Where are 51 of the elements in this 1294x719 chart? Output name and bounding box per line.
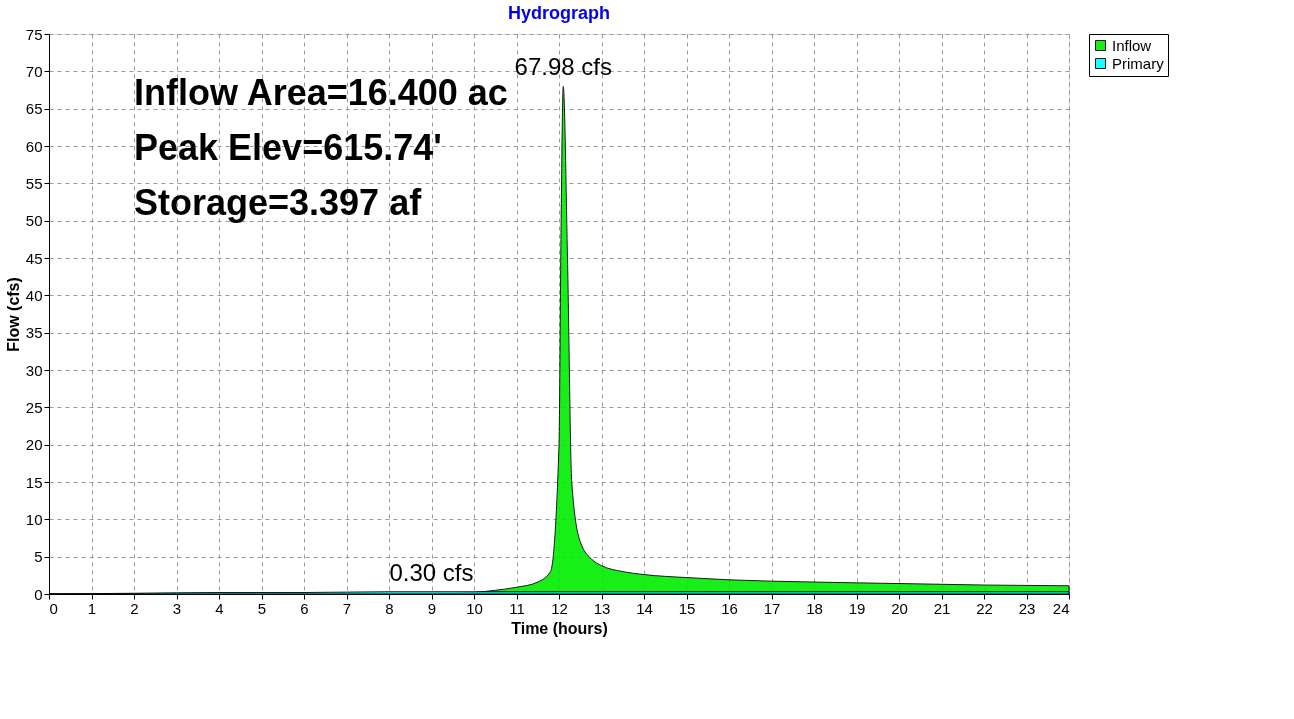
x-tick-label: 24 [1052, 599, 1070, 617]
y-tick-label: 0 [34, 585, 43, 603]
x-tick-label: 22 [976, 599, 993, 617]
y-tick-label: 75 [25, 25, 43, 43]
y-tick-label: 5 [34, 548, 43, 566]
annotation: 0.30 cfs [389, 558, 474, 586]
x-tick-label: 2 [130, 599, 139, 617]
y-tick-label: 20 [25, 436, 43, 454]
x-tick-label: 19 [848, 599, 866, 617]
y-tick-label: 50 [25, 212, 43, 230]
x-tick-label: 1 [87, 599, 97, 617]
x-tick-label: 9 [427, 599, 437, 617]
chart-title: Hydrograph [507, 3, 611, 23]
x-tick-label: 7 [342, 599, 352, 617]
x-tick-label: 12 [551, 599, 568, 617]
x-tick-label: 17 [763, 599, 781, 617]
x-tick-label: 11 [509, 599, 525, 617]
annotation: Inflow Area=16.400 ac [134, 72, 508, 113]
y-tick-label: 60 [25, 137, 43, 155]
y-axis-title: Flow (cfs) [4, 277, 22, 352]
legend-label: Inflow [1112, 36, 1152, 54]
x-tick-label: 14 [636, 599, 653, 617]
x-tick-label: 20 [891, 599, 908, 617]
y-tick-label: 65 [25, 100, 43, 118]
y-tick-label: 35 [25, 324, 43, 342]
y-tick-label: 25 [25, 398, 43, 416]
y-tick-label: 10 [25, 510, 43, 528]
x-tick-label: 18 [806, 599, 823, 617]
x-tick-label: 3 [172, 599, 182, 617]
x-tick-label: 21 [933, 599, 951, 617]
x-tick-label: 6 [300, 599, 309, 617]
x-tick-label: 13 [593, 599, 611, 617]
x-tick-label: 0 [49, 599, 58, 617]
x-tick-label: 16 [721, 599, 738, 617]
y-tick-label: 45 [25, 249, 43, 267]
x-tick-label: 8 [385, 599, 394, 617]
y-tick-label: 55 [25, 174, 43, 192]
x-tick-label: 15 [678, 599, 696, 617]
x-tick-label: 4 [215, 599, 224, 617]
x-tick-label: 10 [466, 599, 483, 617]
x-axis-title: Time (hours) [511, 619, 608, 637]
y-tick-label: 40 [25, 286, 43, 304]
x-tick-label: 5 [257, 599, 267, 617]
annotation: Peak Elev=615.74' [134, 127, 442, 168]
annotation: Storage=3.397 af [134, 182, 423, 223]
y-tick-label: 15 [25, 473, 43, 491]
x-tick-label: 23 [1018, 599, 1036, 617]
annotation: 67.98 cfs [514, 53, 612, 81]
y-tick-label: 30 [25, 361, 43, 379]
y-tick-label: 70 [25, 62, 43, 80]
legend-label: Primary [1112, 54, 1165, 72]
